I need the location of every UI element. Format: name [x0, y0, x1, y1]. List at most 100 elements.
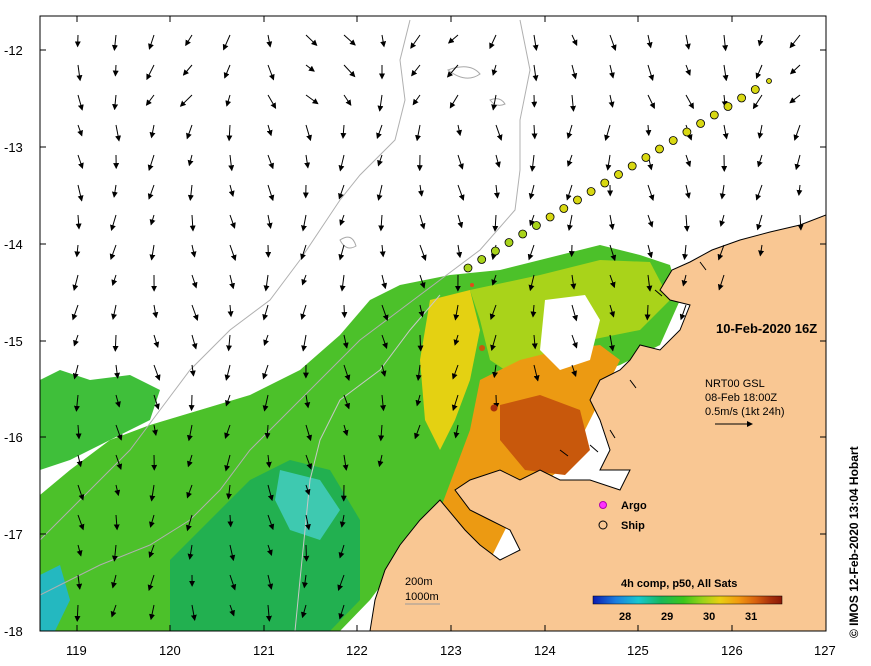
current-arrow: [453, 424, 460, 439]
current-arrow: [145, 94, 155, 106]
current-arrow: [305, 424, 313, 442]
current-arrow: [342, 454, 349, 471]
current-arrow: [529, 154, 536, 172]
current-arrow: [263, 274, 270, 292]
current-arrow: [608, 94, 615, 108]
current-arrow: [185, 514, 193, 532]
current-arrow: [682, 244, 689, 261]
current-arrow: [187, 154, 194, 167]
lat-label: -17: [4, 527, 23, 542]
current-arrow: [647, 94, 655, 109]
current-arrow: [685, 64, 691, 76]
current-arrow: [301, 214, 307, 232]
current-arrow: [419, 274, 426, 289]
current-arrow: [380, 394, 386, 412]
current-arrow: [146, 64, 155, 81]
colorbar-tick: 30: [703, 611, 715, 623]
current-arrow: [111, 544, 118, 562]
current-arrow: [147, 184, 155, 200]
current-arrow: [226, 124, 233, 142]
current-arrow: [72, 274, 79, 291]
current-arrow: [115, 394, 121, 408]
current-arrow: [604, 124, 611, 142]
current-arrow: [228, 154, 235, 172]
current-legend-model: NRT00 GSL: [705, 378, 765, 390]
current-arrow: [566, 154, 573, 167]
current-arrow: [147, 154, 155, 172]
current-arrow: [189, 214, 196, 232]
current-arrow: [491, 94, 498, 111]
current-arrow: [381, 274, 388, 290]
current-arrow: [153, 364, 161, 381]
current-arrow: [532, 64, 539, 82]
current-arrow: [609, 304, 615, 318]
bathy-outer: [294, 294, 441, 631]
current-arrow: [266, 124, 273, 137]
current-arrow: [644, 304, 651, 321]
cloud-gap-white: [540, 295, 600, 370]
current-arrow: [266, 34, 273, 48]
argo-legend-label: Argo: [621, 500, 647, 512]
sst-cyan-west: [40, 565, 70, 631]
current-arrow: [684, 184, 691, 199]
current-arrow: [110, 604, 117, 618]
current-arrow: [111, 304, 117, 320]
current-arrow: [267, 514, 275, 531]
current-arrow: [338, 604, 345, 620]
current-arrow: [608, 214, 615, 231]
current-arrow: [153, 394, 160, 410]
ship-position-marker: [614, 170, 623, 179]
current-arrow: [114, 484, 121, 497]
ship-position-marker: [559, 204, 569, 213]
current-arrow: [73, 394, 80, 412]
current-arrow: [109, 244, 117, 261]
current-arrow: [605, 154, 612, 171]
current-arrow: [300, 604, 307, 619]
current-arrow: [567, 214, 573, 231]
current-arrow: [114, 364, 121, 379]
current-arrow: [722, 64, 729, 82]
current-arrow: [338, 544, 345, 559]
ship-legend-label: Ship: [621, 520, 645, 532]
current-arrow: [343, 364, 351, 382]
current-arrow: [77, 94, 84, 111]
current-arrow: [414, 424, 421, 440]
current-arrow: [608, 334, 615, 352]
current-arrow: [149, 124, 156, 139]
argo-float-marker: [470, 283, 474, 287]
lon-label: 124: [534, 643, 556, 658]
current-arrow: [75, 214, 82, 230]
current-arrow: [719, 214, 726, 227]
current-arrow: [410, 34, 421, 49]
current-arrow: [608, 64, 615, 79]
ship-position-marker: [600, 178, 610, 188]
current-arrow: [527, 244, 535, 261]
current-arrow: [77, 184, 84, 202]
current-arrow: [304, 154, 311, 169]
ship-position-marker: [627, 161, 637, 171]
ship-position-marker: [723, 102, 733, 111]
current-arrow: [752, 94, 763, 110]
current-arrow: [755, 184, 763, 201]
current-arrow: [378, 214, 385, 232]
lat-label: -14: [4, 237, 23, 252]
land-mass: [369, 214, 826, 631]
current-arrow: [338, 154, 345, 172]
ship-position-marker: [750, 85, 760, 94]
current-arrow: [490, 334, 497, 352]
current-arrow: [76, 64, 83, 82]
current-arrow: [457, 184, 465, 201]
current-arrow: [419, 244, 427, 261]
current-arrow: [794, 154, 801, 171]
current-arrow: [229, 604, 235, 617]
current-arrow: [493, 184, 500, 199]
current-arrow: [457, 154, 464, 170]
current-arrow: [339, 514, 346, 528]
current-arrow: [112, 64, 119, 77]
ship-position-marker: [682, 127, 692, 137]
current-arrow: [267, 484, 274, 502]
current-arrow: [188, 394, 195, 412]
current-arrow: [304, 514, 311, 531]
current-arrow: [300, 244, 307, 260]
